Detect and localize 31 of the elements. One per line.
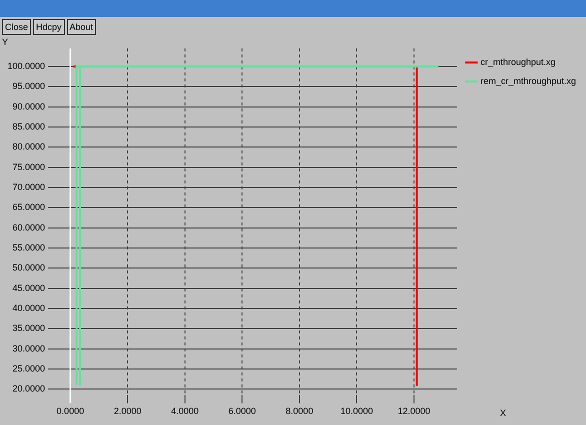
text: About <box>66 19 96 35</box>
x-tick-label: 12.0000 <box>398 406 430 416</box>
legend-label: rem_cr_mthroughput.xg <box>480 76 576 86</box>
x-axis-title: X <box>500 408 506 418</box>
y-tick-label: 90.0000 <box>12 101 45 112</box>
x-tick-label: 10.0000 <box>340 406 373 416</box>
x-tick-label: 2.0000 <box>114 406 142 416</box>
y-tick-label: 85.0000 <box>12 122 45 132</box>
y-tick-label: 50.0000 <box>12 262 45 273</box>
y-tick-label: 25.0000 <box>12 363 45 374</box>
y-tick-label: 45.0000 <box>12 282 45 293</box>
x-tick-label: 8.0000 <box>286 406 314 416</box>
x-tick-label: 6.0000 <box>228 406 256 416</box>
y-tick-label: 95.0000 <box>12 81 45 92</box>
y-tick-label: 60.0000 <box>12 222 45 232</box>
y-tick-label: 75.0000 <box>12 162 45 172</box>
y-tick-label: 20.0000 <box>12 384 45 394</box>
text: Close <box>2 19 32 35</box>
y-tick-label: 70.0000 <box>12 182 45 192</box>
y-axis-title: Y <box>2 37 8 47</box>
text: Hdcpy <box>33 19 65 35</box>
y-tick-label: 80.0000 <box>12 142 45 152</box>
x-tick-label: 4.0000 <box>171 406 199 416</box>
y-tick-label: 65.0000 <box>12 202 45 212</box>
y-tick-label: 55.0000 <box>12 242 45 252</box>
y-tick-label: 100.0000 <box>7 61 45 72</box>
legend-label: cr_mthroughput.xg <box>480 56 556 67</box>
y-tick-label: 40.0000 <box>12 302 45 313</box>
x-tick-label: 0.0000 <box>56 406 84 416</box>
y-tick-label: 30.0000 <box>12 343 45 354</box>
y-tick-label: 35.0000 <box>12 323 45 334</box>
